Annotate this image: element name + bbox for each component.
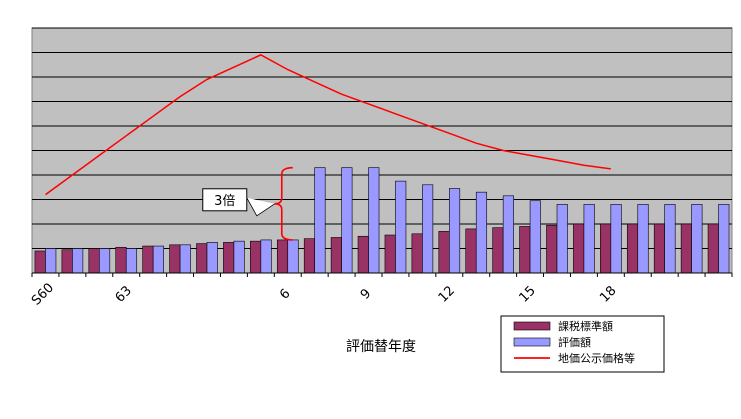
bar-taxable-base-9 [357,235,369,274]
legend-label: 地価公示価格等 [558,351,635,365]
bar-assessed-value-6 [287,239,299,274]
bar-taxable-base-6 [276,239,289,274]
bar-taxable-base-62 [88,248,100,274]
bar-assessed-value-19 [637,204,649,274]
bar-assessed-value-2 [179,244,191,274]
bar-assessed-value-S60 [45,248,57,274]
bar-taxable-base-14 [492,227,504,274]
bar-taxable-base-2 [169,244,181,274]
bar-assessed-value-4 [233,240,245,274]
bar-taxable-base-8 [330,237,342,274]
legend-swatch [513,321,551,331]
x-tick-label: 9 [358,286,374,302]
bar-assessed-value-13 [475,191,488,274]
bar-assessed-value-3 [206,242,218,274]
bar-taxable-base-H1 [142,245,154,274]
x-tick-label: 12 [436,283,458,305]
line-land-price [45,54,611,196]
x-tick-label: 63 [113,283,135,305]
bar-taxable-base-19 [626,223,639,274]
x-tick-label: S60 [29,280,57,308]
bar-taxable-base-12 [438,231,450,274]
bar-assessed-value-20 [664,204,676,274]
bar-assessed-value-18 [610,204,622,274]
bar-taxable-base-63 [115,246,127,274]
bar-assessed-value-61 [72,248,84,274]
bar-assessed-value-17 [583,204,595,274]
x-axis-title: 評価替年度 [346,339,416,355]
bar-assessed-value-12 [449,188,461,274]
bar-taxable-base-10 [384,234,396,274]
legend-label: 課税標準額 [558,319,613,333]
bar-taxable-base-15 [519,226,531,274]
bar-assessed-value-16 [556,204,568,274]
legend-label: 評価額 [558,335,591,349]
bar-taxable-base-16 [546,224,558,274]
bar-assessed-value-10 [395,180,407,274]
callout-pointer [246,197,275,217]
bar-taxable-base-7 [303,238,315,274]
bar-taxable-base-3 [196,243,208,274]
bar-assessed-value-15 [529,200,541,274]
bar-taxable-base-5 [250,240,262,274]
bar-assessed-value-11 [422,184,434,274]
bar-taxable-base-13 [465,228,477,274]
bar-taxable-base-18 [600,223,612,274]
callout-box [202,188,248,212]
bar-assessed-value-7 [314,167,326,274]
callout-label: 3倍 [214,194,235,209]
bar-assessed-value-9 [368,167,380,274]
bar-assessed-value-8 [341,167,353,274]
bar-taxable-base-S60 [34,250,46,274]
bar-taxable-base-4 [223,242,235,274]
bar-assessed-value-22 [718,204,730,274]
bar-taxable-base-21 [680,223,692,274]
x-tick-label: 6 [277,286,293,302]
bar-taxable-base-22 [707,223,719,274]
x-tick-label: 18 [597,283,619,305]
bar-assessed-value-5 [260,239,272,274]
bar-assessed-value-H1 [152,245,164,274]
bar-assessed-value-14 [502,195,514,274]
bar-taxable-base-20 [653,223,665,274]
bar-taxable-base-11 [411,233,423,274]
bar-taxable-base-61 [61,249,73,274]
bar-assessed-value-62 [99,248,111,274]
legend-swatch [513,337,551,347]
bar-assessed-value-63 [125,248,138,274]
x-tick-label: 15 [516,283,538,305]
bar-taxable-base-17 [573,223,585,274]
bar-assessed-value-21 [691,204,703,274]
